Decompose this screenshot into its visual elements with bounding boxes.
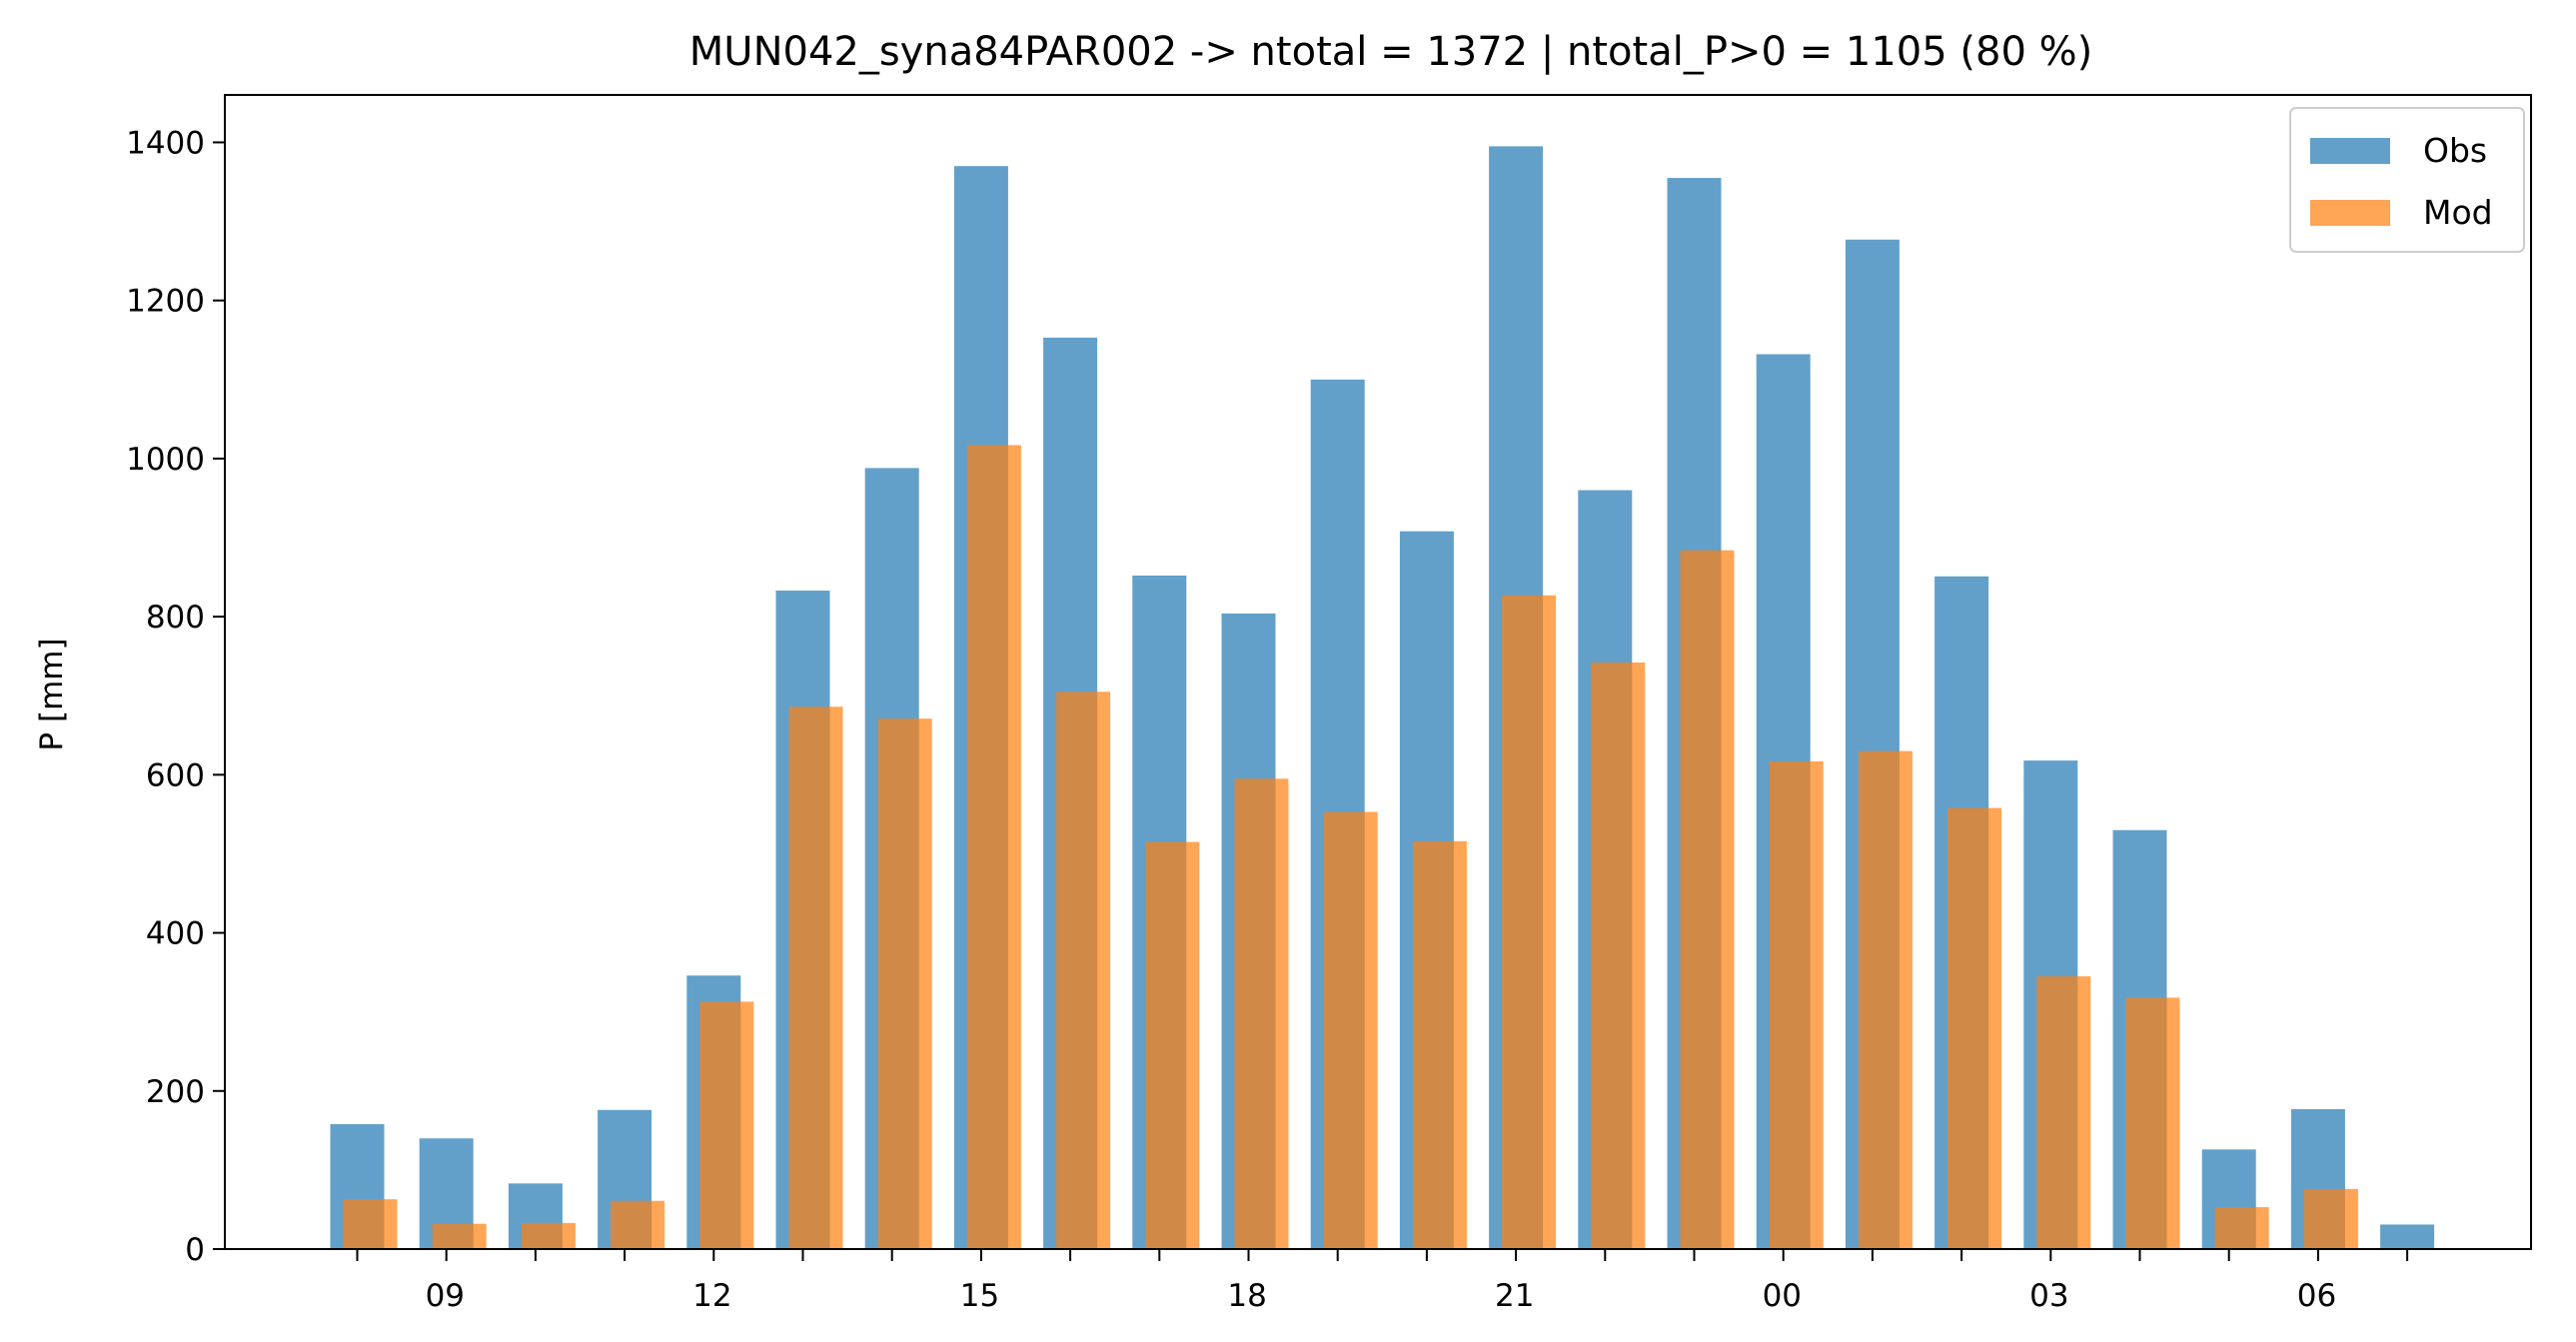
bar-mod-8 <box>1056 691 1111 1249</box>
bar-mod-15 <box>1680 550 1735 1249</box>
x-tick-label: 12 <box>692 1278 731 1314</box>
bar-mod-22 <box>2303 1188 2358 1249</box>
plot-frame <box>224 94 2532 1250</box>
bar-mod-17 <box>1858 750 1913 1249</box>
x-tick-label: 18 <box>1227 1278 1266 1314</box>
x-tick-label: 03 <box>2029 1278 2068 1314</box>
x-tick-label: 00 <box>1763 1278 1802 1314</box>
bar-mod-19 <box>2036 976 2091 1249</box>
bar-mod-13 <box>1502 595 1557 1249</box>
bars-group <box>330 146 2435 1250</box>
bar-mod-7 <box>966 445 1021 1250</box>
bar-obs-23 <box>2380 1224 2435 1249</box>
y-tick-label: 200 <box>146 1074 205 1110</box>
bar-mod-4 <box>699 1001 754 1249</box>
y-tick-label: 1000 <box>126 442 205 478</box>
bar-mod-20 <box>2125 997 2180 1249</box>
bar-mod-0 <box>343 1199 398 1249</box>
x-tick-label: 09 <box>426 1278 465 1314</box>
y-tick-label: 600 <box>146 757 205 793</box>
x-tick-label: 06 <box>2297 1278 2336 1314</box>
bar-mod-12 <box>1412 840 1467 1249</box>
legend-swatch-mod <box>2310 200 2390 226</box>
bar-mod-21 <box>2214 1207 2269 1249</box>
bar-mod-10 <box>1234 778 1289 1249</box>
y-tick-label: 0 <box>185 1232 205 1268</box>
x-axis: 09 12 15 18 21 00 03 06 <box>356 1249 2409 1314</box>
bar-mod-3 <box>611 1200 665 1249</box>
bar-mod-1 <box>432 1223 487 1249</box>
bar-mod-18 <box>1947 807 2002 1249</box>
bar-mod-2 <box>521 1222 576 1249</box>
y-tick-label: 1200 <box>126 284 205 320</box>
bar-mod-9 <box>1145 841 1200 1249</box>
bar-mod-11 <box>1323 811 1378 1249</box>
y-axis: 0 200 400 600 800 1000 1200 1400 <box>126 125 225 1268</box>
bar-mod-14 <box>1591 663 1646 1249</box>
bar-mod-6 <box>877 718 932 1249</box>
legend: Obs Mod <box>2289 107 2525 253</box>
y-tick-label: 1400 <box>126 125 205 161</box>
legend-label-mod: Mod <box>2423 193 2493 232</box>
x-tick-label: 15 <box>960 1278 999 1314</box>
y-tick-label: 800 <box>146 600 205 636</box>
bar-mod-16 <box>1769 760 1824 1249</box>
y-tick-label: 400 <box>146 916 205 952</box>
bar-mod-5 <box>788 706 843 1249</box>
legend-swatch-obs <box>2310 138 2390 164</box>
chart-title: MUN042_syna84PAR002 -> ntotal = 1372 | n… <box>689 29 2092 75</box>
y-axis-label: P [mm] <box>34 638 70 750</box>
x-tick-label: 21 <box>1495 1278 1534 1314</box>
legend-label-obs: Obs <box>2423 131 2487 170</box>
